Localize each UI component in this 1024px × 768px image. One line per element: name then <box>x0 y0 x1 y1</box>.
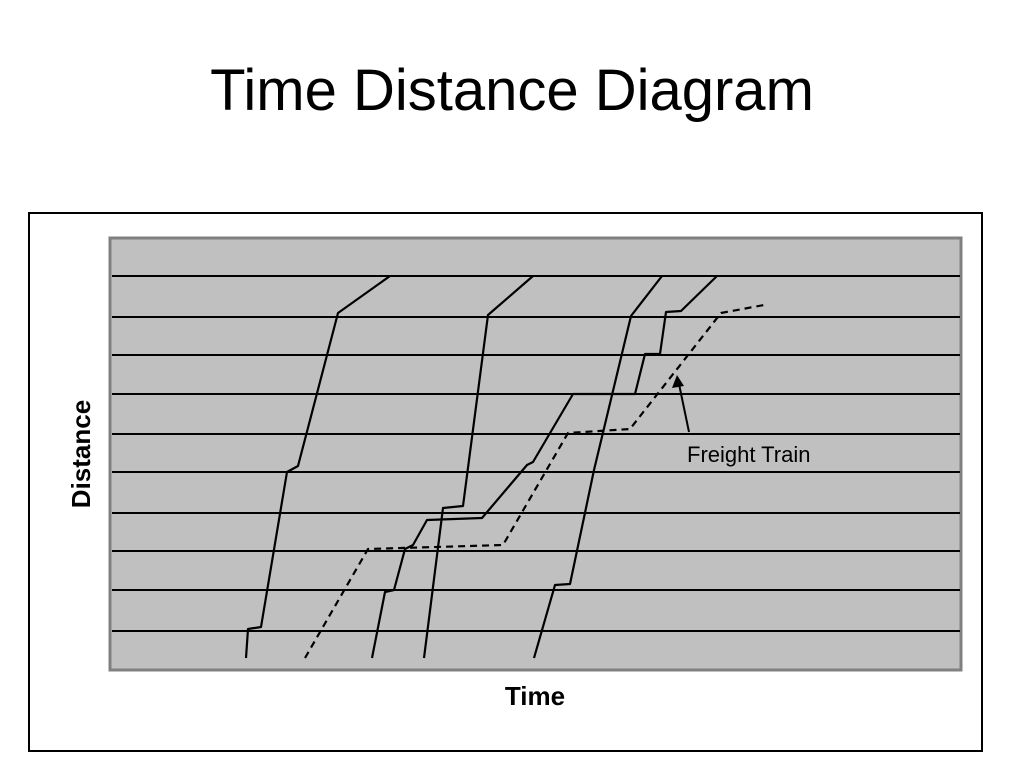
annotation-arrow <box>678 383 690 433</box>
freight-train-path <box>304 303 765 659</box>
x-axis-label: Time <box>505 681 565 711</box>
station-lines <box>112 275 960 632</box>
train-path-4 <box>532 275 663 659</box>
freight-train-annotation: Freight Train <box>672 375 811 467</box>
plot-area <box>108 236 963 672</box>
train-path-2 <box>370 275 718 659</box>
train-path-1 <box>244 275 391 659</box>
arrow-head-icon <box>672 375 684 388</box>
train-paths <box>244 275 765 659</box>
y-axis-label: Distance <box>66 400 96 508</box>
train-path-3 <box>422 275 534 659</box>
slide-title: Time Distance Diagram <box>210 58 814 123</box>
freight-train-label: Freight Train <box>687 442 811 467</box>
